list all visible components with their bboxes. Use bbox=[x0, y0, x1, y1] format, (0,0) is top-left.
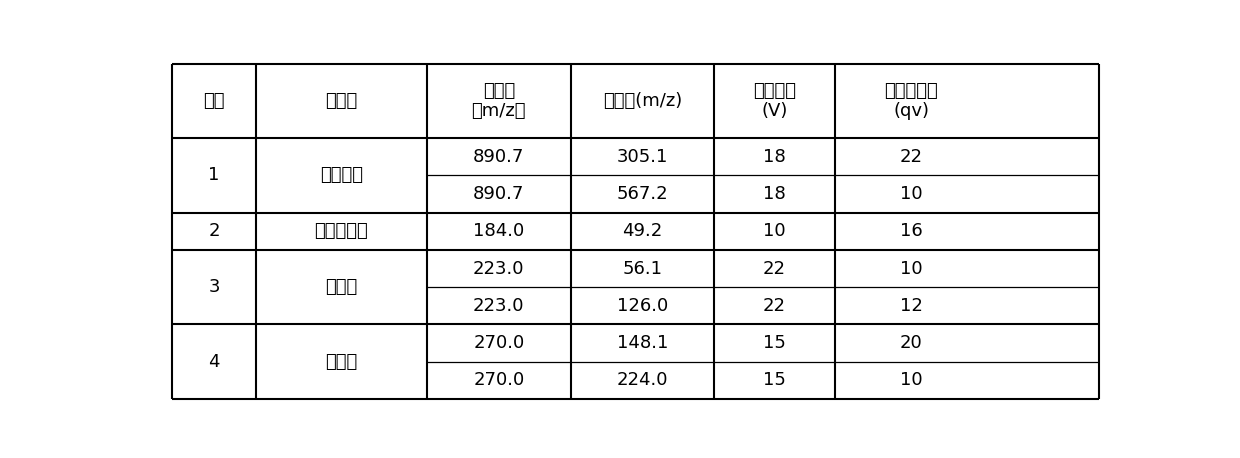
Text: 10: 10 bbox=[900, 260, 923, 278]
Text: 16: 16 bbox=[900, 222, 923, 240]
Text: 890.7: 890.7 bbox=[474, 148, 525, 166]
Text: 序号: 序号 bbox=[203, 92, 224, 110]
Text: 3: 3 bbox=[208, 278, 219, 296]
Text: 270.0: 270.0 bbox=[474, 334, 525, 352]
Text: 18: 18 bbox=[763, 148, 786, 166]
Text: 56.1: 56.1 bbox=[622, 260, 662, 278]
Text: 223.0: 223.0 bbox=[474, 260, 525, 278]
Text: 15: 15 bbox=[763, 334, 786, 352]
Text: 22: 22 bbox=[899, 148, 923, 166]
Text: 10: 10 bbox=[900, 371, 923, 389]
Text: 锥孔电压
(V): 锥孔电压 (V) bbox=[753, 82, 796, 120]
Text: 啶虫脒: 啶虫脒 bbox=[325, 278, 357, 296]
Text: 890.7: 890.7 bbox=[474, 185, 525, 203]
Text: 15: 15 bbox=[763, 371, 786, 389]
Text: 2: 2 bbox=[208, 222, 219, 240]
Text: 184.0: 184.0 bbox=[474, 222, 525, 240]
Text: 子离子(m/z): 子离子(m/z) bbox=[603, 92, 682, 110]
Text: 20: 20 bbox=[900, 334, 923, 352]
Text: 乙草胺: 乙草胺 bbox=[325, 353, 357, 371]
Text: 18: 18 bbox=[763, 185, 786, 203]
Text: 10: 10 bbox=[763, 222, 786, 240]
Text: 126.0: 126.0 bbox=[616, 297, 668, 315]
Text: 224.0: 224.0 bbox=[616, 371, 668, 389]
Text: 49.2: 49.2 bbox=[622, 222, 662, 240]
Text: 阿维菌素: 阿维菌素 bbox=[320, 166, 363, 185]
Text: 148.1: 148.1 bbox=[616, 334, 668, 352]
Text: 22: 22 bbox=[763, 260, 786, 278]
Text: 碰撞气能量
(qv): 碰撞气能量 (qv) bbox=[884, 82, 937, 120]
Text: 1: 1 bbox=[208, 166, 219, 185]
Text: 化合物: 化合物 bbox=[325, 92, 357, 110]
Text: 223.0: 223.0 bbox=[474, 297, 525, 315]
Text: 乙酰甲胺磷: 乙酰甲胺磷 bbox=[315, 222, 368, 240]
Text: 567.2: 567.2 bbox=[616, 185, 668, 203]
Text: 12: 12 bbox=[900, 297, 923, 315]
Text: 22: 22 bbox=[763, 297, 786, 315]
Text: 10: 10 bbox=[900, 185, 923, 203]
Text: 270.0: 270.0 bbox=[474, 371, 525, 389]
Text: 305.1: 305.1 bbox=[616, 148, 668, 166]
Text: 母离子
（m/z）: 母离子 （m/z） bbox=[471, 82, 526, 120]
Text: 4: 4 bbox=[208, 353, 219, 371]
